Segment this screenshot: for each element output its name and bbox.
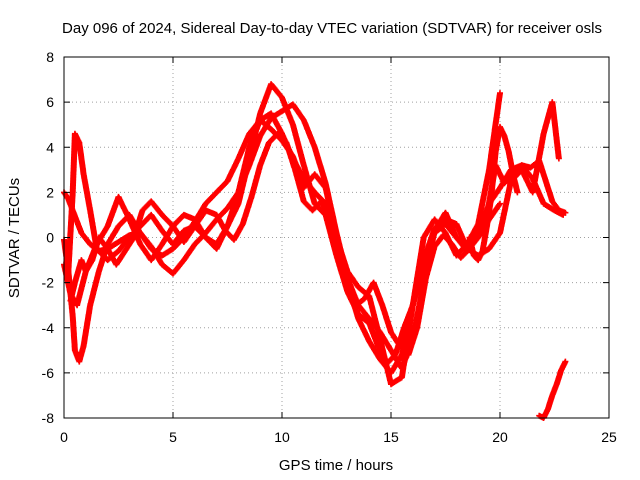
- y-tick-label: 8: [46, 49, 54, 65]
- series-track-7: [536, 358, 569, 421]
- x-tick-label: 25: [601, 429, 617, 445]
- y-tick-label: -2: [42, 275, 55, 291]
- y-tick-label: 2: [46, 184, 54, 200]
- x-tick-label: 0: [60, 429, 68, 445]
- y-tick-label: -4: [42, 320, 55, 336]
- y-tick-label: 4: [46, 139, 54, 155]
- chart-title: Day 096 of 2024, Sidereal Day-to-day VTE…: [62, 20, 602, 37]
- y-tick-label: 0: [46, 230, 54, 246]
- x-axis-label: GPS time / hours: [279, 457, 393, 474]
- x-tick-label: 15: [383, 429, 399, 445]
- data-marks: [61, 81, 569, 421]
- data-point-markers: [536, 358, 569, 421]
- series-track-6: [466, 123, 521, 264]
- y-tick-label: 6: [46, 94, 54, 110]
- data-point-markers: [466, 123, 521, 264]
- x-tick-label: 10: [274, 429, 290, 445]
- y-tick-label: -6: [42, 365, 55, 381]
- y-axis-label: SDTVAR / TECUs: [6, 178, 23, 298]
- x-tick-labels: 0 5 10 15 20 25: [60, 429, 617, 445]
- x-tick-label: 5: [169, 429, 177, 445]
- y-tick-labels: -8 -6 -4 -2 0 2 4 6 8: [42, 49, 55, 426]
- x-tick-label: 20: [492, 429, 508, 445]
- axis-ticks: [63, 56, 610, 419]
- y-tick-label: -8: [42, 410, 55, 426]
